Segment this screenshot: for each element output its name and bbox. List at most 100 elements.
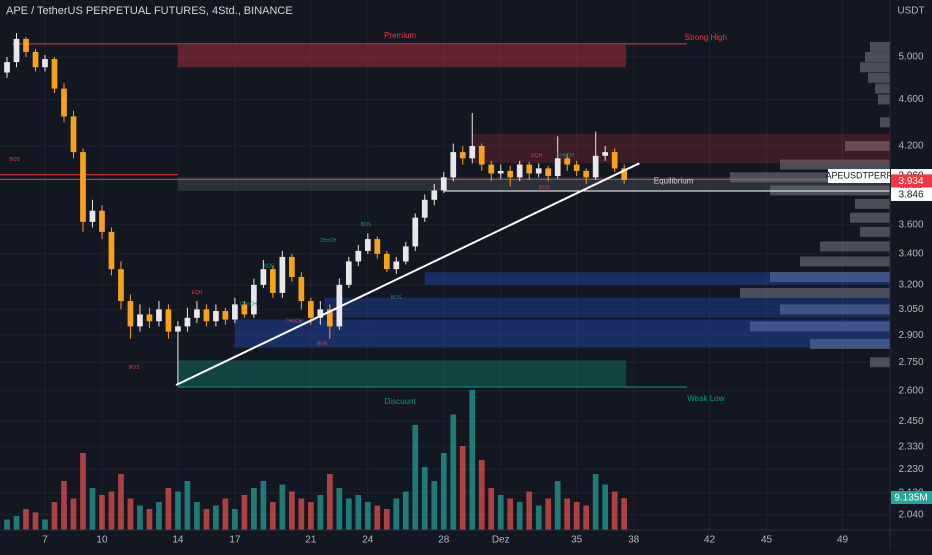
volume-profile-bar (878, 94, 890, 105)
x-tick-label: 14 (172, 535, 184, 546)
candle-body (194, 309, 200, 318)
volume-bar (431, 481, 438, 530)
volume-profile-bar (845, 140, 890, 151)
candle-body (175, 326, 181, 332)
volume-profile-bar (750, 321, 890, 332)
candle-body (497, 170, 504, 174)
volume-bar (412, 425, 419, 530)
x-tick-label: Dez (492, 535, 510, 546)
volume-profile-bar (800, 256, 890, 267)
annotation: Weak Low (687, 394, 724, 403)
volume-profile-bar (860, 226, 890, 237)
x-tick-label: 7 (42, 535, 48, 546)
candle-body (222, 311, 229, 320)
volume-bar (42, 519, 48, 530)
y-tick-label: 4.200 (898, 141, 923, 152)
y-tick-label: 5.000 (898, 52, 923, 63)
candle-body (108, 231, 115, 270)
volume-bar (61, 481, 67, 530)
x-tick-label: 10 (96, 535, 108, 546)
candle-body (383, 253, 390, 270)
y-tick-label: 3.050 (898, 304, 923, 315)
candle-body (469, 145, 476, 159)
candle-body (345, 261, 352, 285)
annotation: EQH (191, 290, 202, 296)
volume-bar (222, 498, 229, 530)
volume-bar (32, 512, 39, 530)
x-tick-label: 17 (229, 535, 241, 546)
volume-bar (355, 495, 362, 530)
volume-bar (4, 519, 10, 530)
volume-bar (545, 498, 552, 530)
volume-bar (80, 453, 86, 530)
candle-body (23, 38, 29, 52)
annotation: Premium (384, 31, 416, 40)
y-tick-label: 2.330 (898, 442, 923, 453)
volume-profile-bar (870, 357, 890, 368)
candle-body (13, 38, 20, 63)
volume-bar (213, 505, 219, 530)
candle-body (251, 284, 257, 315)
volume-bar (298, 498, 305, 530)
volume-profile-bar (810, 339, 890, 350)
annotation: BOS (129, 365, 140, 371)
zone (177, 177, 890, 191)
candle-body (535, 168, 542, 174)
candle-body (393, 261, 400, 270)
y-tick-label: 3.400 (898, 249, 923, 260)
volume-bar (137, 505, 143, 530)
candle-body (364, 239, 371, 251)
volume-profile-bar (740, 287, 890, 298)
volume-profile-bar (865, 51, 890, 62)
volume-bar (99, 495, 105, 530)
annotation: BOS (361, 222, 372, 228)
candle-body (431, 190, 438, 200)
volume-profile-bar (780, 304, 890, 315)
volume-bar (184, 481, 191, 530)
volume-profile-bar (860, 62, 890, 73)
x-tick-label: 42 (704, 535, 716, 546)
volume-bar (573, 502, 580, 530)
candle-body (317, 309, 324, 318)
zone (234, 319, 890, 348)
x-tick-label: 35 (571, 535, 583, 546)
volume-bar (336, 488, 343, 530)
candle-body (232, 304, 238, 320)
candle-body (554, 158, 561, 177)
volume-bar (260, 481, 267, 530)
annotation: Discount (385, 397, 417, 406)
candle-body (213, 311, 219, 322)
volume-bar (564, 498, 571, 530)
candle-body (402, 246, 409, 262)
candle-body (146, 314, 153, 322)
volume-bar (450, 414, 457, 530)
candle-body (203, 309, 210, 322)
volume-bar (554, 481, 561, 530)
annotation: BOS (391, 295, 402, 301)
y-tick-label: 2.450 (898, 416, 923, 427)
y-tick-label: 2.750 (898, 357, 923, 368)
candle-body (165, 309, 172, 332)
candle-body (326, 309, 333, 327)
volume-bar (289, 491, 295, 530)
annotation: BOS (317, 341, 328, 347)
candle-body (602, 152, 609, 156)
volume-bar (364, 502, 371, 530)
volume-bar (526, 491, 533, 530)
candle-body (80, 152, 86, 222)
y-tick-label: 2.600 (898, 386, 923, 397)
y-tick-label: 3.600 (898, 219, 923, 230)
candle-body (279, 256, 286, 293)
price-label: 3.934 (898, 176, 923, 187)
volume-profile-bar (850, 212, 890, 223)
zone (177, 44, 627, 68)
volume-bar (402, 491, 409, 530)
candle-body (4, 62, 10, 73)
volume-bar (70, 498, 77, 530)
candle-body (127, 301, 134, 327)
volume-profile-bar (820, 241, 890, 252)
candle-body (450, 152, 457, 178)
annotation: CHoCH (240, 302, 258, 308)
volume-bar (127, 498, 134, 530)
